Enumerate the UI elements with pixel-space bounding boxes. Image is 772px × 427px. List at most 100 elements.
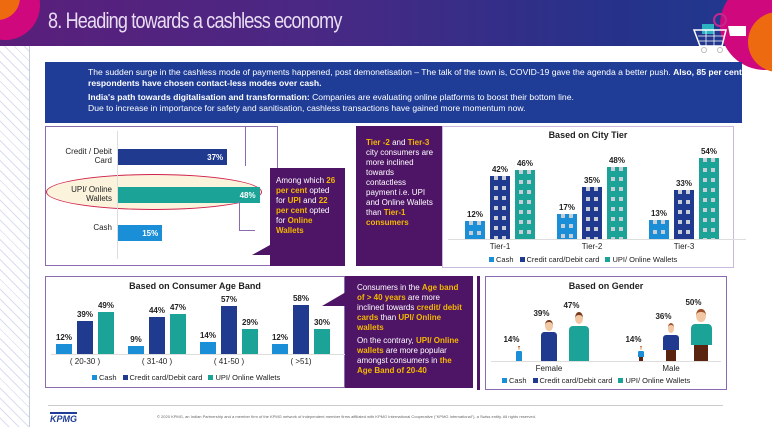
bar: 37%	[118, 149, 228, 165]
decorative-doodle-sidebar	[0, 46, 30, 427]
legs	[665, 349, 677, 361]
callout-highlight: Tier -2	[366, 138, 390, 147]
person-icon	[638, 346, 644, 361]
head	[696, 308, 706, 323]
callout-highlight: 22 per cent	[276, 196, 328, 215]
bar	[56, 343, 72, 354]
intro-text: Companies are evaluating online platform…	[312, 92, 574, 102]
arrow-line	[239, 201, 240, 231]
chart-title: Based on City Tier	[548, 130, 628, 140]
bar	[649, 219, 669, 239]
bar: 48%	[118, 187, 260, 203]
intro-paragraph-2: India's path towards digitalisation and …	[88, 92, 742, 114]
bar	[77, 320, 93, 354]
x-axis-label: ( 20-30 )	[69, 357, 101, 366]
legend-item: Cash	[496, 376, 527, 385]
legend-swatch	[605, 257, 611, 262]
callout-text: and	[300, 196, 319, 205]
shopping-cart-magnifier-icon	[692, 13, 746, 53]
chart-title: Based on Gender	[568, 281, 644, 291]
payment-mode-card: Credit / Debit Card 37% UPI/ Online Wallet…	[45, 126, 278, 266]
bar	[200, 342, 216, 354]
bar	[557, 213, 577, 239]
bar-value-label: 14%	[199, 331, 216, 341]
x-axis-label: Male	[662, 364, 680, 373]
bar-value-label: 47%	[169, 303, 186, 313]
bar	[582, 186, 602, 239]
bar	[699, 158, 719, 239]
callout-text: city consumers are more inclined towards…	[366, 148, 434, 217]
legend-label: UPI/ Online Wallets	[612, 255, 678, 264]
person-icon	[516, 346, 522, 361]
bar-category-label: UPI/ Online Wallets	[71, 185, 112, 203]
legend-item: Cash	[483, 255, 514, 264]
bar-value-label: 47%	[563, 300, 580, 310]
legend-item: Credit card/Debit card	[514, 255, 599, 264]
page-title: 8. Heading towards a cashless economy	[48, 8, 342, 33]
legend-item: Credit card/Debit card	[527, 376, 613, 385]
bar-value-label: 29%	[241, 318, 258, 328]
callout-text: than	[378, 313, 399, 322]
callout-highlight: UPI	[287, 196, 301, 205]
axis-line	[51, 354, 349, 355]
callout-text: and	[389, 138, 408, 147]
legend-label: UPI/ Online Wallets	[625, 376, 691, 385]
callout-pointer	[322, 292, 346, 306]
bar-value-label: 12%	[271, 332, 288, 342]
callout-text: opted for	[276, 186, 330, 205]
legend-swatch	[122, 375, 128, 380]
bar-value-label: 12%	[55, 332, 72, 342]
head	[545, 320, 553, 331]
bar-value-label: 13%	[650, 208, 667, 218]
x-axis-label: ( 31-40 )	[141, 357, 173, 366]
bar	[314, 328, 330, 354]
bar-value-label: 14%	[625, 335, 642, 345]
upi-callout: Among which 26 per cent opted for UPI an…	[270, 168, 345, 266]
chart-title: Based on Consumer Age Band	[129, 281, 261, 291]
callout-highlight: Online Wallets	[276, 216, 313, 235]
header-banner: 8. Heading towards a cashless economy	[0, 0, 772, 72]
bar-value-label: 36%	[655, 312, 672, 322]
intro-text: The sudden surge in the cashless mode of…	[88, 67, 674, 77]
callout-text: are more popular amongst consumers in	[357, 346, 447, 365]
bar-value-label: 48%	[608, 156, 625, 165]
bar-value-label: 50%	[685, 297, 702, 307]
bar	[272, 343, 288, 354]
copyright-text: © 2020 KPMG, an Indian Partnership and a…	[157, 414, 536, 419]
bar-value-label: 9%	[130, 335, 142, 345]
legend-swatch	[519, 257, 525, 262]
bar-value-label: 30%	[313, 317, 330, 327]
bar-value-label: 57%	[220, 294, 237, 304]
bar	[490, 176, 510, 239]
person-icon	[663, 323, 679, 361]
bar-value-label: 42%	[491, 165, 508, 174]
bar	[128, 346, 144, 354]
arrow-line	[239, 230, 255, 231]
legend-label: Credit card/Debit card	[539, 376, 613, 385]
callout-text: opted for	[276, 206, 330, 225]
person-icon	[690, 308, 712, 361]
head	[574, 311, 584, 325]
callout-highlight: Tier-3	[407, 138, 430, 147]
body	[638, 350, 644, 357]
legend-swatch	[92, 375, 97, 380]
legend-swatch	[502, 378, 507, 383]
callout-text: On the contrary,	[357, 336, 416, 345]
callout-highlight: UPI/ Online wallets	[357, 313, 442, 332]
chart-legend: Cash Credit card/Debit card UPI/ Online Wa…	[496, 376, 690, 385]
chart-legend: Cash Credit card/Debit card UPI/ Online Wa…	[86, 373, 280, 382]
bar	[242, 329, 258, 354]
legend-label: UPI/ Online Wallets	[215, 373, 281, 382]
callout-highlight: Tier-1 consumers	[366, 208, 409, 227]
age-callout: Consumers in the Age band of > 40 years …	[345, 276, 473, 388]
bar: 15%	[118, 225, 163, 241]
bar	[221, 305, 237, 354]
person-icon	[540, 320, 558, 361]
legend-item: UPI/ Online Wallets	[202, 373, 280, 382]
body	[540, 332, 558, 361]
bar-category-label: Credit / Debit Card	[65, 147, 112, 165]
legend-label: Cash	[496, 255, 514, 264]
legend-swatch	[618, 378, 624, 383]
x-axis-label: ( 41-50 )	[213, 357, 245, 366]
bar-category-label: Cash	[93, 223, 112, 232]
